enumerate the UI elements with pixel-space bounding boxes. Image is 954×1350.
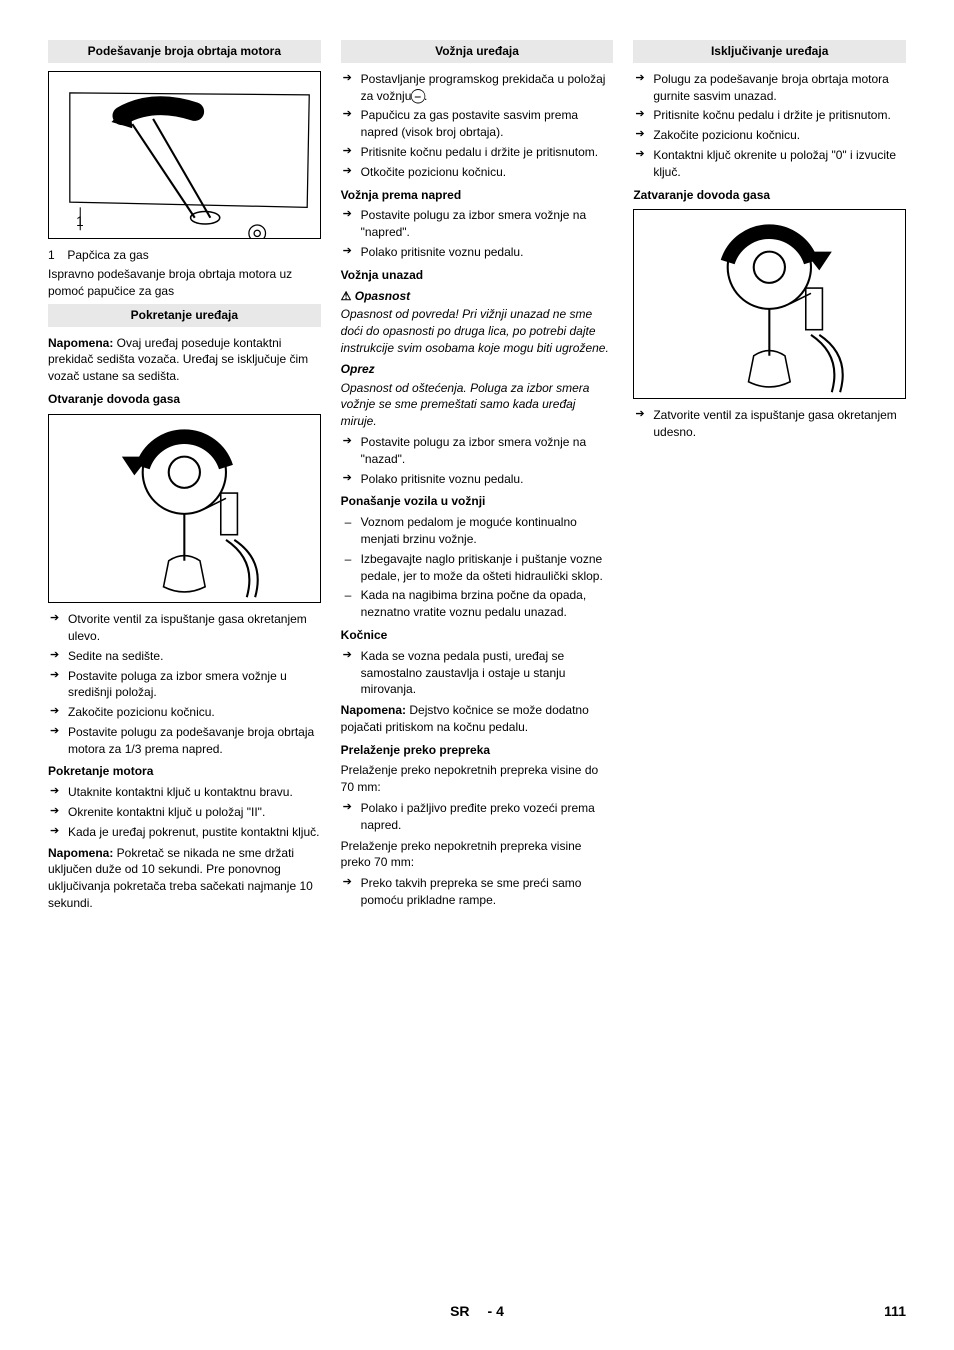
subheader-obstacles: Prelaženje preko prepreka (341, 742, 614, 759)
list-open-gas: Otvorite ventil za ispuštanje gasa okret… (48, 611, 321, 757)
list-item: Postavite polugu za izbor smera vožnje n… (341, 207, 614, 241)
list-item: Zakočite pozicionu kočnicu. (48, 704, 321, 721)
column-2: Vožnja uređaja Postavljanje programskog … (341, 40, 614, 916)
section-header-driving: Vožnja uređaja (341, 40, 614, 63)
note-seat-switch: Napomena: Ovaj uređaj poseduje kontaktni… (48, 335, 321, 385)
subheader-close-gas: Zatvaranje dovoda gasa (633, 187, 906, 204)
list-behavior: Voznom pedalom je moguće kontinualno men… (341, 514, 614, 621)
figure-gas-valve-open (48, 414, 321, 603)
columns-container: Podešavanje broja obrtaja motora 1 1 Pap… (48, 40, 906, 916)
list-forward: Postavite polugu za izbor smera vožnje n… (341, 207, 614, 260)
subheader-behavior: Ponašanje vozila u vožnji (341, 493, 614, 510)
subheader-open-gas: Otvaranje dovoda gasa (48, 391, 321, 408)
subheader-forward: Vožnja prema napred (341, 187, 614, 204)
legend-text: Papčica za gas (67, 248, 148, 262)
section-header-rpm: Podešavanje broja obrtaja motora (48, 40, 321, 63)
list-item: Pritisnite kočnu pedalu i držite je prit… (341, 144, 614, 161)
list-item: Kada je uređaj pokrenut, pustite kontakt… (48, 824, 321, 841)
section-header-shutdown: Isključivanje uređaja (633, 40, 906, 63)
svg-text:1: 1 (76, 214, 84, 229)
footer-page-number: 111 (884, 1302, 906, 1322)
list-item: Izbegavajte naglo pritiskanje i puštanje… (341, 551, 614, 585)
footer-center: SR - 4 (450, 1302, 504, 1322)
subheader-start-motor: Pokretanje motora (48, 763, 321, 780)
list-item: Polako pritisnite voznu pedalu. (341, 244, 614, 261)
warning-danger: Opasnost (341, 288, 614, 305)
rpm-description: Ispravno podešavanje broja obrtaja motor… (48, 266, 321, 300)
list-item: Papučicu za gas postavite sasvim prema n… (341, 107, 614, 141)
list-item: Otvorite ventil za ispuštanje gasa okret… (48, 611, 321, 645)
section-header-start: Pokretanje uređaja (48, 304, 321, 327)
list-item: Postavite poluga za izbor smera vožnje u… (48, 668, 321, 702)
column-1: Podešavanje broja obrtaja motora 1 1 Pap… (48, 40, 321, 916)
list-shutdown: Polugu za podešavanje broja obrtaja moto… (633, 71, 906, 181)
list-item: Postavljanje programskog prekidača u pol… (341, 71, 614, 105)
footer-page-marker: - 4 (488, 1302, 504, 1322)
list-item: Kontaktni ključ okrenite u položaj "0" i… (633, 147, 906, 181)
list-item: Kada se vozna pedala pusti, uređaj se sa… (341, 648, 614, 698)
subheader-brakes: Kočnice (341, 627, 614, 644)
warning-caution: Oprez (341, 361, 614, 378)
list-item: Voznom pedalom je moguće kontinualno men… (341, 514, 614, 548)
list-obstacles-2: Preko takvih prepreka se sme preći samo … (341, 875, 614, 909)
list-start-motor: Utaknite kontaktni ključ u kontaktnu bra… (48, 784, 321, 840)
figure-gas-valve-close (633, 209, 906, 398)
list-item: Polugu za podešavanje broja obrtaja moto… (633, 71, 906, 105)
list-item: Polako i pažljivo pređite preko vozeći p… (341, 800, 614, 834)
list-item: Preko takvih prepreka se sme preći samo … (341, 875, 614, 909)
list-item: Okrenite kontaktni ključ u položaj "II". (48, 804, 321, 821)
list-item: Postavite polugu za podešavanje broja ob… (48, 724, 321, 758)
figure-throttle-lever: 1 (48, 71, 321, 240)
column-3: Isključivanje uređaja Polugu za podešava… (633, 40, 906, 916)
list-item: Pritisnite kočnu pedalu i držite je prit… (633, 107, 906, 124)
note-brakes: Napomena: Dejstvo kočnice se može dodatn… (341, 702, 614, 736)
list-driving-prep: Postavljanje programskog prekidača u pol… (341, 71, 614, 181)
list-item: Zakočite pozicionu kočnicu. (633, 127, 906, 144)
note-starter: Napomena: Pokretač se nikada ne sme drža… (48, 845, 321, 912)
obstacles-over-70: Prelaženje preko nepokretnih prepreka vi… (341, 838, 614, 872)
page-footer: SR - 4 111 (48, 1302, 906, 1322)
warning-caution-text: Opasnost od oštećenja. Poluga za izbor s… (341, 380, 614, 430)
legend-number: 1 (48, 247, 64, 264)
list-brakes: Kada se vozna pedala pusti, uređaj se sa… (341, 648, 614, 698)
warning-danger-text: Opasnost od povreda! Pri vižnji unazad n… (341, 306, 614, 356)
list-obstacles-1: Polako i pažljivo pređite preko vozeći p… (341, 800, 614, 834)
subheader-reverse: Vožnja unazad (341, 267, 614, 284)
list-item: Zatvorite ventil za ispuštanje gasa okre… (633, 407, 906, 441)
figure-legend-1: 1 Papčica za gas (48, 247, 321, 264)
note-label: Napomena: (48, 336, 113, 350)
list-item: Otkočite pozicionu kočnicu. (341, 164, 614, 181)
list-close-gas: Zatvorite ventil za ispuštanje gasa okre… (633, 407, 906, 441)
obstacles-upto-70: Prelaženje preko nepokretnih prepreka vi… (341, 762, 614, 796)
list-reverse: Postavite polugu za izbor smera vožnje n… (341, 434, 614, 487)
list-item: Sedite na sedište. (48, 648, 321, 665)
list-item: Postavite polugu za izbor smera vožnje n… (341, 434, 614, 468)
list-item: Kada na nagibima brzina počne da opada, … (341, 587, 614, 621)
note-label: Napomena: (48, 846, 113, 860)
note-label: Napomena: (341, 703, 406, 717)
list-item: Polako pritisnite voznu pedalu. (341, 471, 614, 488)
list-item: Utaknite kontaktni ključ u kontaktnu bra… (48, 784, 321, 801)
footer-lang: SR (450, 1302, 469, 1322)
